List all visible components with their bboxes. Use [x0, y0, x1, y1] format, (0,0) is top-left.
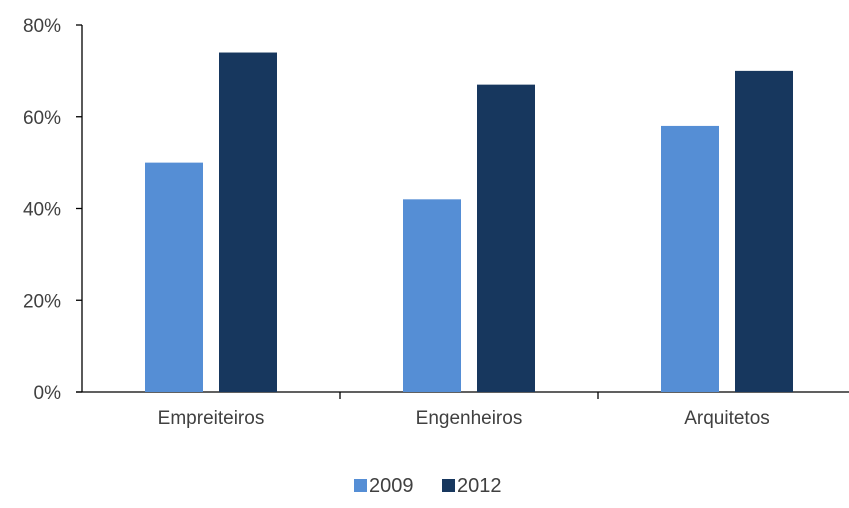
- axes: [76, 24, 849, 399]
- y-tick-label: 80%: [23, 16, 61, 37]
- legend-label-2009: 2009: [369, 475, 414, 497]
- bars: [145, 52, 793, 393]
- x-category-label: Engenheiros: [416, 408, 523, 429]
- legend-label-2012: 2012: [457, 475, 502, 497]
- y-tick-label: 20%: [23, 291, 61, 312]
- legend-swatch-2009: [354, 479, 367, 492]
- y-tick-label: 40%: [23, 200, 61, 221]
- y-tick-label: 0%: [34, 383, 62, 404]
- bar-2012-arquitetos: [735, 70, 793, 392]
- bar-2012-empreiteiros: [219, 52, 277, 393]
- x-category-label: Arquitetos: [684, 408, 770, 429]
- legend: 2009 2012: [354, 475, 502, 497]
- bar-2009-empreiteiros: [145, 162, 203, 392]
- y-tick-label: 60%: [23, 108, 61, 129]
- axis-labels: 0% 20% 40% 60% 80% Empreiteiros Engenheiros Arq…: [23, 16, 770, 429]
- legend-swatch-2012: [442, 479, 455, 492]
- bar-2009-engenheiros: [403, 199, 461, 392]
- x-category-label: Empreiteiros: [158, 408, 265, 429]
- bar-2009-arquitetos: [661, 125, 719, 393]
- bar-2012-engenheiros: [477, 84, 535, 392]
